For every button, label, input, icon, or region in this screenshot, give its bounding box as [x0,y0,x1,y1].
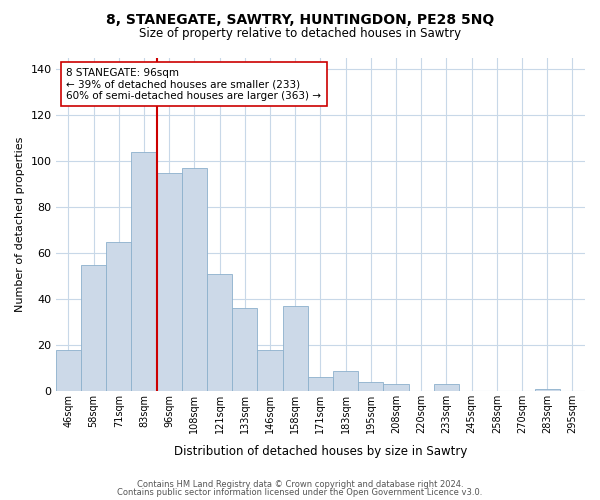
Bar [535,389,560,391]
Bar [308,378,333,391]
Bar [383,384,409,391]
Bar [56,350,81,391]
Bar [257,350,283,391]
Bar [106,242,131,391]
Text: Contains HM Land Registry data © Crown copyright and database right 2024.: Contains HM Land Registry data © Crown c… [137,480,463,489]
Text: Size of property relative to detached houses in Sawtry: Size of property relative to detached ho… [139,28,461,40]
Bar [232,308,257,391]
Text: 8, STANEGATE, SAWTRY, HUNTINGDON, PE28 5NQ: 8, STANEGATE, SAWTRY, HUNTINGDON, PE28 5… [106,12,494,26]
Bar [131,152,157,391]
Bar [283,306,308,391]
Y-axis label: Number of detached properties: Number of detached properties [15,136,25,312]
Bar [182,168,207,391]
Text: 8 STANEGATE: 96sqm
← 39% of detached houses are smaller (233)
60% of semi-detach: 8 STANEGATE: 96sqm ← 39% of detached hou… [67,68,322,100]
X-axis label: Distribution of detached houses by size in Sawtry: Distribution of detached houses by size … [174,444,467,458]
Bar [157,172,182,391]
Bar [333,370,358,391]
Bar [207,274,232,391]
Bar [81,264,106,391]
Bar [434,384,459,391]
Text: Contains public sector information licensed under the Open Government Licence v3: Contains public sector information licen… [118,488,482,497]
Bar [358,382,383,391]
